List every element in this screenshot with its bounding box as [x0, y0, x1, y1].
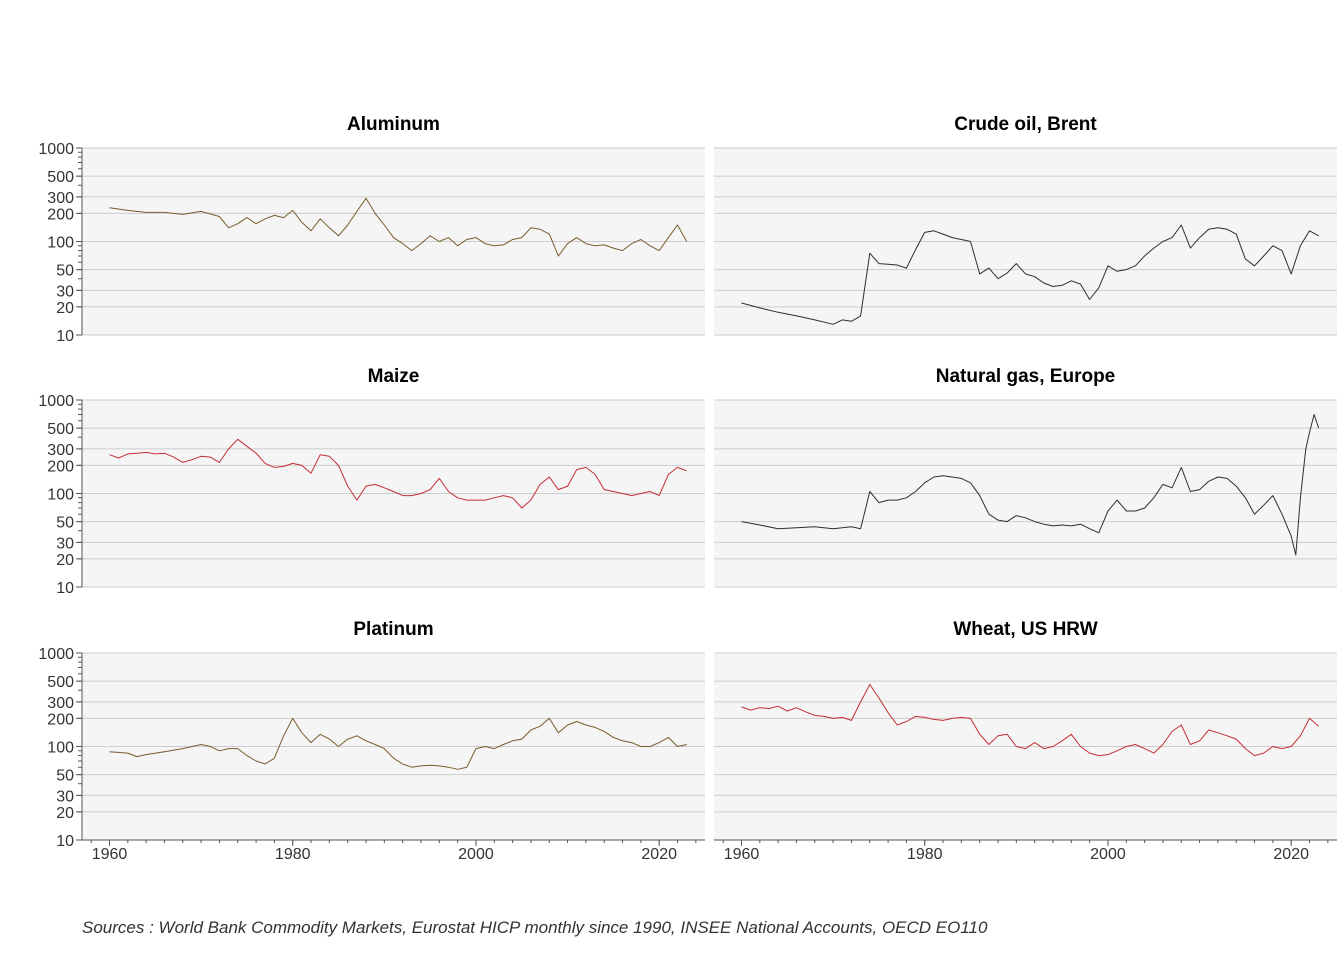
- panel-title: Crude oil, Brent: [954, 114, 1097, 135]
- series-line-natural-gas-europe: [741, 414, 1320, 556]
- series-line-crude-oil-brent: [741, 224, 1319, 325]
- y-tick-label: 50: [56, 263, 74, 280]
- panel-title: Aluminum: [347, 114, 440, 135]
- series-line-aluminum: [109, 197, 688, 257]
- y-tick-label: 200: [47, 206, 74, 223]
- y-tick-label: 200: [47, 458, 74, 475]
- y-tick-label: 500: [47, 421, 74, 438]
- x-tick-label: 1960: [92, 846, 128, 863]
- panel-title: Platinum: [353, 619, 433, 640]
- x-tick-label: 2020: [1273, 846, 1309, 863]
- y-tick-label: 300: [47, 190, 74, 207]
- y-tick-label: 20: [56, 300, 74, 317]
- x-tick-label: 2000: [458, 846, 494, 863]
- y-tick-label: 300: [47, 442, 74, 459]
- y-tick-label: 500: [47, 674, 74, 691]
- series-line-wheat-us-hrw: [741, 684, 1320, 757]
- y-tick-label: 50: [56, 768, 74, 785]
- y-tick-label: 1000: [38, 141, 74, 158]
- y-tick-label: 100: [47, 487, 74, 504]
- source-caption: Sources : World Bank Commodity Markets, …: [82, 918, 988, 937]
- panel-title: Natural gas, Europe: [936, 366, 1116, 387]
- y-tick-label: 10: [56, 328, 74, 345]
- y-tick-label: 1000: [38, 646, 74, 663]
- x-tick-label: 1980: [907, 846, 943, 863]
- y-tick-label: 30: [56, 788, 74, 805]
- y-tick-label: 30: [56, 535, 74, 552]
- y-tick-label: 30: [56, 283, 74, 300]
- x-tick-label: 1960: [724, 846, 760, 863]
- y-tick-label: 100: [47, 235, 74, 252]
- y-tick-label: 1000: [38, 393, 74, 410]
- series-line-platinum: [109, 717, 687, 770]
- y-tick-label: 100: [47, 740, 74, 757]
- y-tick-label: 500: [47, 169, 74, 186]
- panel-title: Wheat, US HRW: [953, 619, 1097, 640]
- x-tick-label: 2020: [641, 846, 677, 863]
- x-tick-label: 1980: [275, 846, 311, 863]
- x-tick-label: 2000: [1090, 846, 1126, 863]
- y-tick-label: 300: [47, 695, 74, 712]
- y-tick-label: 50: [56, 515, 74, 532]
- y-tick-label: 10: [56, 833, 74, 850]
- y-tick-label: 20: [56, 552, 74, 569]
- y-tick-label: 200: [47, 711, 74, 728]
- y-tick-label: 10: [56, 580, 74, 597]
- series-line-maize: [109, 438, 687, 509]
- y-tick-label: 20: [56, 805, 74, 822]
- panel-title: Maize: [368, 366, 420, 387]
